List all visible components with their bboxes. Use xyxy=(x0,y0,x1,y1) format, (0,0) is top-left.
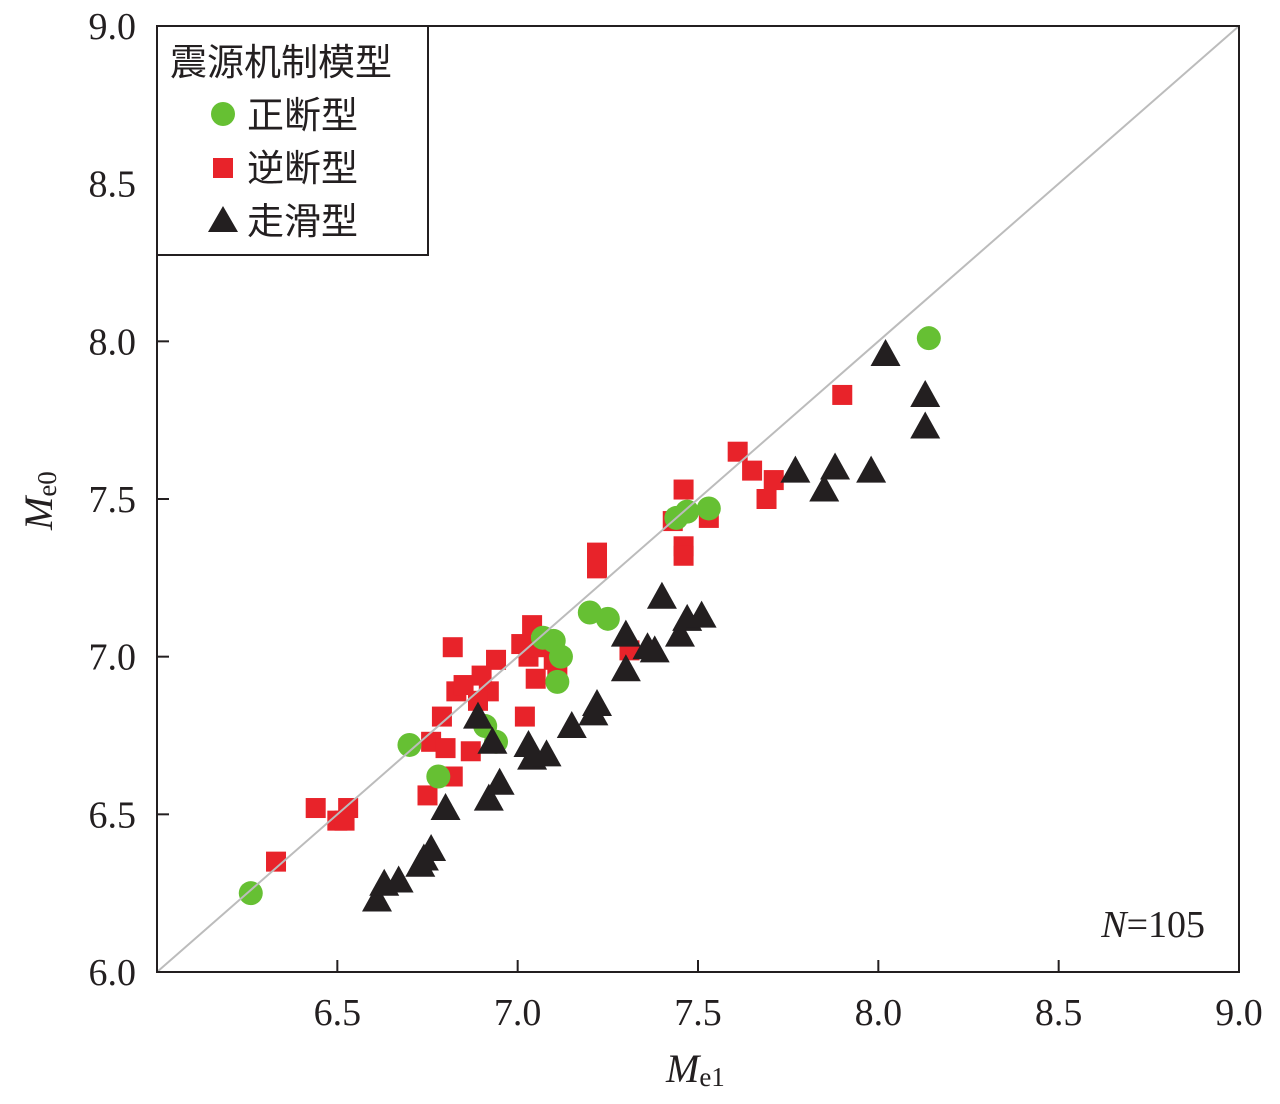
point-strike-slip xyxy=(582,688,613,716)
point-normal-fault xyxy=(548,644,573,669)
point-strike-slip xyxy=(430,793,461,821)
point-normal-fault xyxy=(426,764,451,789)
legend-title: 震源机制模型 xyxy=(170,42,392,84)
legend-label-strike-slip: 走滑型 xyxy=(247,202,358,243)
sample-size-annotation: N=105 xyxy=(1100,904,1205,946)
point-reverse-fault xyxy=(305,798,326,819)
y-tick-label: 9.0 xyxy=(89,6,137,48)
point-normal-fault xyxy=(577,600,602,625)
y-tick-label: 7.0 xyxy=(89,637,137,679)
point-normal-fault xyxy=(238,881,263,906)
point-strike-slip xyxy=(809,474,840,502)
point-strike-slip xyxy=(870,338,901,366)
point-reverse-fault xyxy=(727,441,748,462)
point-reverse-fault xyxy=(673,479,694,500)
point-normal-fault xyxy=(545,669,570,694)
y-tick-label: 8.0 xyxy=(89,321,137,363)
legend-square-icon xyxy=(213,158,233,178)
y-tick-label: 6.0 xyxy=(89,952,137,994)
point-strike-slip xyxy=(462,701,493,729)
point-reverse-fault xyxy=(742,460,763,481)
point-reverse-fault xyxy=(587,558,608,579)
point-reverse-fault xyxy=(460,741,481,762)
x-tick-label: 7.5 xyxy=(674,992,722,1034)
point-strike-slip xyxy=(856,455,887,483)
point-reverse-fault xyxy=(471,665,492,686)
point-strike-slip xyxy=(820,452,851,480)
y-axis-label: Me0 xyxy=(16,471,62,531)
point-strike-slip xyxy=(477,726,508,754)
x-tick-label: 7.0 xyxy=(494,992,542,1034)
point-reverse-fault xyxy=(763,470,784,491)
data-points xyxy=(238,326,941,912)
legend-label-normal: 正断型 xyxy=(247,95,358,137)
point-strike-slip xyxy=(910,379,941,407)
point-reverse-fault xyxy=(442,637,463,658)
x-tick-label: 9.0 xyxy=(1215,992,1263,1034)
point-reverse-fault xyxy=(435,738,456,759)
point-strike-slip xyxy=(484,767,515,795)
point-strike-slip xyxy=(610,619,641,647)
point-strike-slip xyxy=(383,865,414,893)
point-strike-slip xyxy=(646,581,677,609)
point-reverse-fault xyxy=(756,489,777,509)
point-reverse-fault xyxy=(832,384,853,405)
point-reverse-fault xyxy=(486,649,507,670)
point-strike-slip xyxy=(531,739,562,767)
legend-triangle-icon xyxy=(208,206,238,232)
x-tick-label: 6.5 xyxy=(314,992,362,1034)
point-strike-slip xyxy=(639,635,670,663)
point-reverse-fault xyxy=(514,706,535,727)
point-normal-fault xyxy=(675,499,700,524)
point-normal-fault xyxy=(397,732,422,757)
point-strike-slip xyxy=(664,619,695,647)
point-normal-fault xyxy=(916,326,941,351)
point-strike-slip xyxy=(910,411,941,439)
point-reverse-fault xyxy=(334,810,355,831)
point-strike-slip xyxy=(473,783,504,811)
y-tick-label: 8.5 xyxy=(89,164,137,206)
point-strike-slip xyxy=(780,455,811,483)
point-normal-fault xyxy=(696,496,721,521)
point-reverse-fault xyxy=(453,675,474,696)
x-axis-label: Me1 xyxy=(665,1046,725,1092)
point-reverse-fault xyxy=(525,668,546,689)
point-reverse-fault xyxy=(417,785,438,806)
reference-line-y-equals-x xyxy=(156,25,1240,973)
point-reverse-fault xyxy=(431,706,452,727)
point-reverse-fault xyxy=(673,545,694,566)
point-strike-slip xyxy=(686,600,717,628)
x-tick-label: 8.5 xyxy=(1035,992,1083,1034)
point-reverse-fault xyxy=(266,851,287,872)
point-normal-fault xyxy=(595,606,620,631)
legend-label-reverse: 逆断型 xyxy=(247,148,358,190)
point-strike-slip xyxy=(556,711,587,739)
point-strike-slip xyxy=(416,834,447,862)
point-reverse-fault xyxy=(587,542,608,563)
legend-circle-icon xyxy=(211,102,235,126)
y-tick-label: 7.5 xyxy=(89,479,137,521)
x-tick-label: 8.0 xyxy=(855,992,903,1034)
legend: 震源机制模型 正断型 逆断型 走滑型 xyxy=(156,25,429,256)
point-strike-slip xyxy=(362,884,393,912)
y-tick-label: 6.5 xyxy=(89,794,137,836)
point-strike-slip xyxy=(610,654,641,682)
